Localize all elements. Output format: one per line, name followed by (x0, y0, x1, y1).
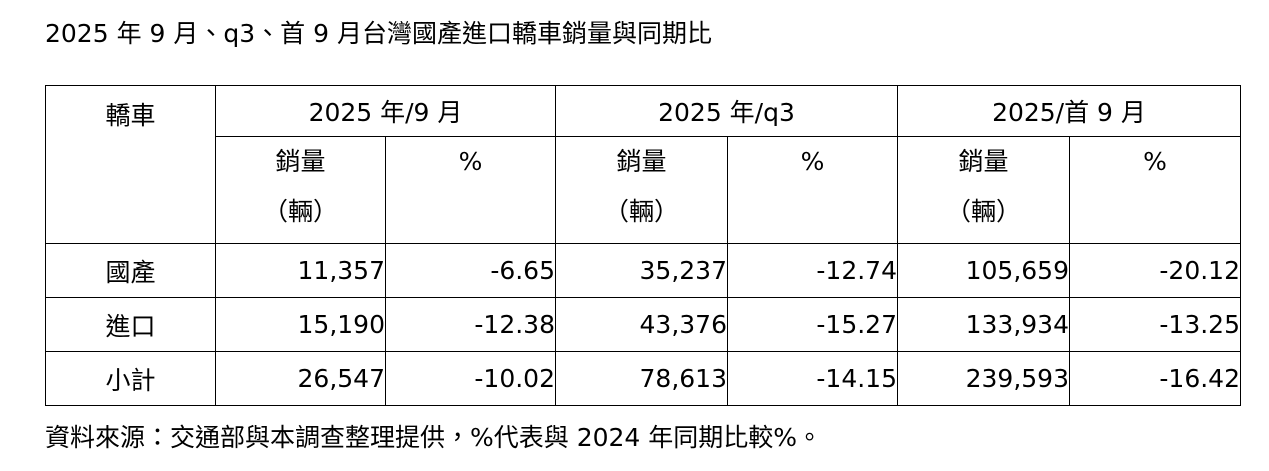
data-cell: -14.15 (727, 351, 898, 406)
data-cell: -12.38 (385, 297, 556, 352)
data-cell: 11,357 (215, 243, 386, 298)
row-label: 國產 (45, 243, 216, 298)
data-cell: 35,237 (555, 243, 728, 298)
data-cell: -10.02 (385, 351, 556, 406)
data-cell: -6.65 (385, 243, 556, 298)
data-cell: 133,934 (897, 297, 1070, 352)
header-row: 轎車 2025 年/9 月 2025 年/q3 2025/首 9 月 (45, 85, 1241, 244)
subheader-row: 銷量 （輛）% 銷量 （輛）% 銷量 （輛）% (46, 136, 1241, 244)
subheader-cell: 銷量 （輛） (555, 136, 728, 244)
subheader-cell: 銷量 （輛） (897, 136, 1070, 244)
data-cell: 15,190 (215, 297, 386, 352)
row-label: 小計 (45, 351, 216, 406)
data-row: 進口 15,190 -12.38 43,376 -15.27 133,934 -13.25 (45, 297, 1241, 352)
subheader-label: % (800, 147, 825, 176)
group-header: 2025/首 9 月 (897, 85, 1241, 137)
data-cell: 239,593 (897, 351, 1070, 406)
subheader-label: % (1143, 147, 1167, 176)
data-cell: 105,659 (897, 243, 1070, 298)
data-cell: 26,547 (215, 351, 386, 406)
subheader-label: 銷量 (958, 147, 1009, 176)
subheader-label: 銷量 (616, 147, 667, 176)
data-cell: 43,376 (555, 297, 728, 352)
footnote: 資料來源：交通部與本調查整理提供，%代表與 2024 年同期比較%。 (45, 423, 823, 452)
data-cell: -15.27 (727, 297, 898, 352)
subheader-cell: % (1069, 136, 1241, 244)
corner-cell: 轎車 (45, 85, 216, 244)
group-header: 2025 年/q3 (555, 85, 898, 137)
sales-table: 轎車 2025 年/9 月 2025 年/q3 2025/首 9 月銷量 （輛）% 銷量（… (45, 85, 1241, 406)
subheader-label: 銷量 (275, 147, 326, 176)
subheader-unit: （輛） (945, 197, 1021, 226)
subheader-cell: % (727, 136, 898, 244)
row-label: 進口 (45, 297, 216, 352)
subheader-unit: （輛） (262, 197, 338, 226)
data-cell: -16.42 (1069, 351, 1241, 406)
group-header: 2025 年/9 月 (215, 85, 556, 137)
data-cell: -13.25 (1069, 297, 1241, 352)
data-cell: 78,613 (555, 351, 728, 406)
subheader-cell: 銷量 （輛） (215, 136, 386, 244)
subheader-unit: （輛） (603, 197, 679, 226)
data-row: 小計 26,547 -10.02 78,613 -14.15 239,593 -16.42 (45, 351, 1241, 406)
table-body: 轎車 2025 年/9 月 2025 年/q3 2025/首 9 月銷量 （輛）% 銷量（… (45, 85, 1241, 406)
data-cell: -12.74 (727, 243, 898, 298)
data-cell: -20.12 (1069, 243, 1241, 298)
subheader-label: % (458, 147, 483, 176)
subheader-cell: % (385, 136, 556, 244)
data-row: 國產 11,357 -6.65 35,237 -12.74 105,659 -20.12 (45, 243, 1241, 298)
title: 2025 年 9 月、q3、首 9 月台灣國產進口轎車銷量與同期比 (45, 19, 712, 48)
